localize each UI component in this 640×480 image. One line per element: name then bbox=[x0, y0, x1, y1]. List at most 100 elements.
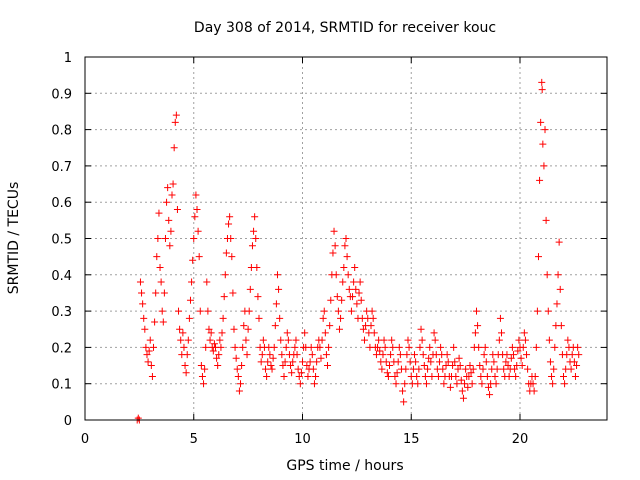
data-point bbox=[332, 271, 340, 279]
data-point bbox=[164, 184, 172, 192]
data-point bbox=[554, 271, 562, 279]
data-point bbox=[198, 372, 206, 380]
data-point bbox=[221, 271, 229, 279]
data-point bbox=[293, 351, 301, 359]
data-point bbox=[430, 329, 438, 337]
data-point bbox=[549, 380, 557, 388]
x-tick-label: 20 bbox=[512, 432, 529, 447]
data-point bbox=[575, 351, 583, 359]
data-point bbox=[574, 343, 582, 351]
data-point bbox=[555, 238, 563, 246]
data-point bbox=[344, 271, 352, 279]
data-point bbox=[231, 343, 239, 351]
data-point bbox=[415, 365, 423, 373]
data-point bbox=[194, 227, 202, 235]
data-point bbox=[464, 383, 472, 391]
data-point bbox=[183, 351, 191, 359]
data-point bbox=[518, 362, 526, 370]
data-point bbox=[370, 329, 378, 337]
data-point bbox=[380, 336, 388, 344]
data-point bbox=[180, 343, 188, 351]
data-point bbox=[201, 365, 209, 373]
data-point bbox=[379, 351, 387, 359]
data-point bbox=[531, 372, 539, 380]
data-point bbox=[214, 362, 222, 370]
data-point bbox=[508, 343, 516, 351]
data-point bbox=[321, 329, 329, 337]
data-point bbox=[439, 365, 447, 373]
data-point bbox=[186, 296, 194, 304]
data-point bbox=[533, 307, 541, 315]
data-point bbox=[308, 351, 316, 359]
data-point bbox=[424, 365, 432, 373]
data-point bbox=[416, 343, 424, 351]
data-point bbox=[543, 271, 551, 279]
data-point bbox=[303, 362, 311, 370]
data-point bbox=[427, 358, 435, 366]
data-point bbox=[209, 347, 217, 355]
data-point bbox=[340, 264, 348, 272]
data-point bbox=[345, 285, 353, 293]
data-point bbox=[301, 329, 309, 337]
data-point bbox=[492, 380, 500, 388]
data-point bbox=[158, 307, 166, 315]
data-point bbox=[185, 314, 193, 322]
y-tick-label: 0.4 bbox=[51, 269, 72, 284]
data-point bbox=[284, 336, 292, 344]
data-point bbox=[350, 278, 358, 286]
data-point bbox=[230, 325, 238, 333]
data-point bbox=[542, 216, 550, 224]
data-point bbox=[299, 358, 306, 366]
data-point bbox=[431, 336, 439, 344]
data-point bbox=[200, 380, 208, 388]
data-point bbox=[171, 118, 179, 126]
data-point bbox=[258, 351, 266, 359]
data-point bbox=[468, 380, 476, 388]
data-point bbox=[560, 372, 567, 380]
data-point bbox=[173, 205, 181, 213]
data-point bbox=[498, 329, 506, 337]
data-point bbox=[251, 213, 259, 221]
data-point bbox=[316, 343, 324, 351]
data-point bbox=[564, 336, 572, 344]
data-point bbox=[140, 314, 148, 322]
data-point bbox=[193, 205, 201, 213]
data-point bbox=[338, 296, 346, 304]
data-point bbox=[267, 362, 275, 370]
data-point bbox=[156, 264, 164, 272]
data-point bbox=[545, 336, 553, 344]
data-point bbox=[550, 365, 558, 373]
data-point bbox=[330, 227, 338, 235]
data-point bbox=[342, 235, 350, 242]
data-point bbox=[317, 354, 325, 362]
data-point bbox=[481, 343, 489, 351]
data-point bbox=[325, 343, 333, 351]
data-point bbox=[273, 271, 281, 279]
y-tick-label: 0.8 bbox=[51, 124, 72, 139]
data-point bbox=[312, 372, 320, 380]
data-point bbox=[333, 293, 341, 301]
y-tick-label: 0.6 bbox=[51, 196, 72, 211]
data-point bbox=[546, 358, 554, 366]
data-point bbox=[155, 209, 163, 217]
data-point bbox=[355, 289, 363, 297]
data-point bbox=[210, 340, 218, 348]
data-point bbox=[176, 325, 184, 333]
data-point bbox=[509, 351, 517, 359]
data-point bbox=[297, 369, 305, 377]
data-point bbox=[474, 322, 482, 330]
data-point bbox=[280, 372, 288, 380]
data-point bbox=[343, 253, 351, 261]
data-point bbox=[421, 372, 429, 380]
data-point bbox=[331, 242, 339, 250]
data-point bbox=[378, 365, 386, 373]
data-point bbox=[167, 227, 175, 235]
data-point bbox=[222, 249, 230, 257]
data-point bbox=[225, 220, 233, 228]
data-point bbox=[237, 380, 245, 388]
data-point bbox=[306, 358, 314, 366]
data-point bbox=[411, 351, 419, 359]
data-point bbox=[271, 322, 279, 330]
data-point bbox=[557, 322, 565, 330]
